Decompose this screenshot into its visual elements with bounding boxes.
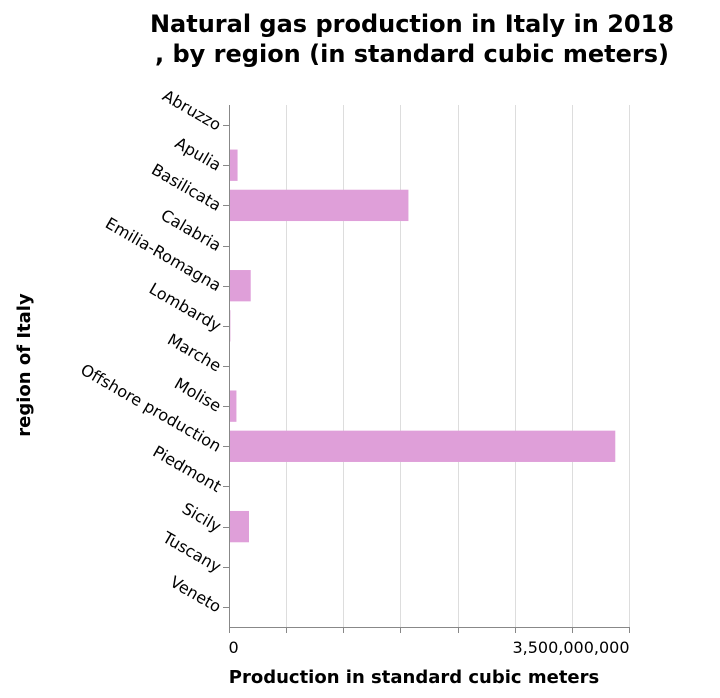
y-tick-label-1: Apulia <box>172 133 225 174</box>
chart-title-line-2: , by region (in standard cubic meters) <box>155 40 669 68</box>
y-tick-label-0: Abruzzo <box>159 86 224 135</box>
y-tick-label-12: Veneto <box>167 572 225 616</box>
y-tick-label-7: Molise <box>171 374 224 416</box>
chart-title-line-1: Natural gas production in Italy in 2018 <box>150 10 674 38</box>
bar-offshore-production <box>229 431 615 462</box>
bar-basilicata <box>229 190 408 221</box>
gridlines <box>230 105 630 627</box>
bar-emilia-romagna <box>229 270 251 301</box>
bar-molise <box>229 390 236 421</box>
x-axis-title: Production in standard cubic meters <box>229 667 599 688</box>
bar-apulia <box>229 150 238 181</box>
y-axis-title: region of Italy <box>14 293 35 437</box>
y-tick-label-10: Sicily <box>179 499 225 536</box>
bar-sicily <box>229 511 249 542</box>
axes: AbruzzoApuliaBasilicataCalabriaEmilia-Ro… <box>77 86 629 657</box>
x-tick-label-7: 3,500,000,000 <box>512 638 629 657</box>
x-tick-label-0: 0 <box>229 638 239 657</box>
y-tick-label-6: Marche <box>164 330 224 376</box>
